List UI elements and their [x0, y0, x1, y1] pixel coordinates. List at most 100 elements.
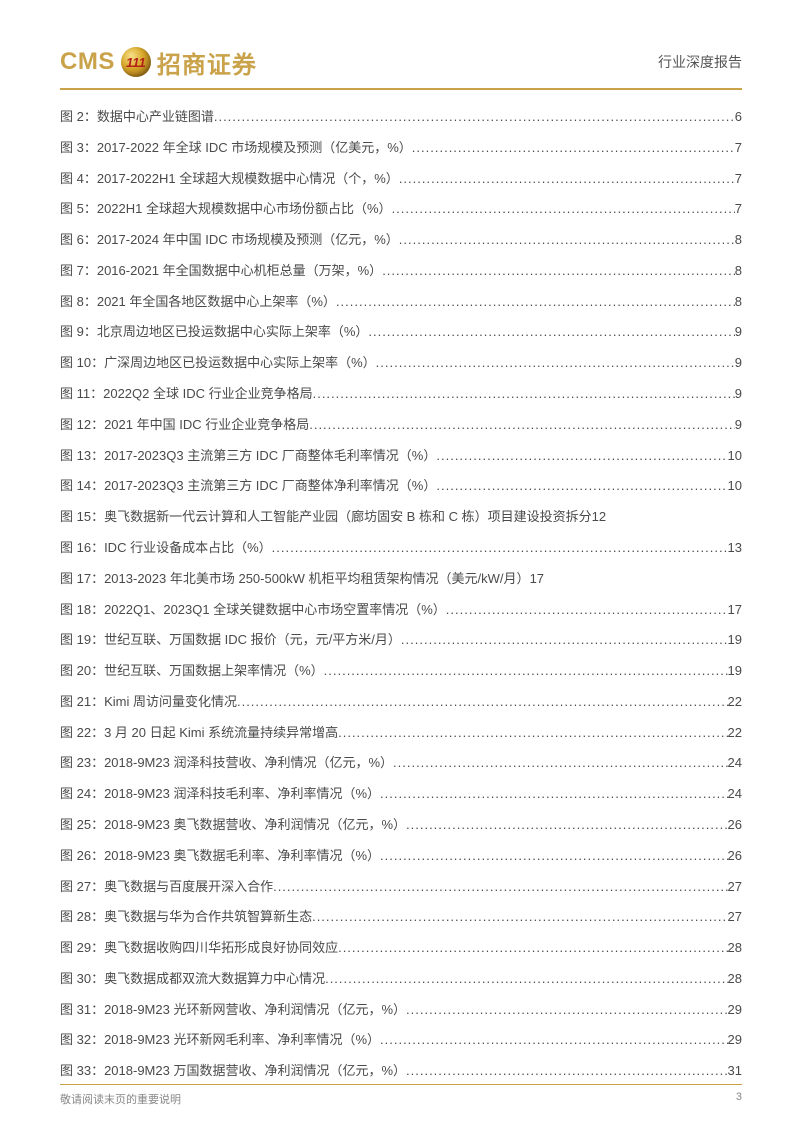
toc-page-number: 29: [728, 1001, 742, 1019]
toc-page-number: 7: [735, 139, 742, 157]
toc-label: 图 32：2018-9M23 光环新网毛利率、净利率情况（%）: [60, 1031, 380, 1049]
toc-row[interactable]: 图 2：数据中心产业链图谱6: [60, 108, 742, 126]
toc-leader-dots: [399, 231, 735, 249]
toc-row[interactable]: 图 4：2017-2022H1 全球超大规模数据中心情况（个，%）7: [60, 170, 742, 188]
toc-row[interactable]: 图 9：北京周边地区已投运数据中心实际上架率（%）9: [60, 323, 742, 341]
toc-label: 图 22：3 月 20 日起 Kimi 系统流量持续异常增高: [60, 724, 338, 742]
toc-leader-dots: [368, 323, 734, 341]
toc-label: 图 16：IDC 行业设备成本占比（%）: [60, 539, 272, 557]
toc-page-number: 10: [728, 447, 742, 465]
toc-row[interactable]: 图 13：2017-2023Q3 主流第三方 IDC 厂商整体毛利率情况（%） 1…: [60, 447, 742, 465]
toc-page-number: 6: [735, 108, 742, 126]
toc-leader-dots: [436, 447, 727, 465]
toc-leader-dots: [273, 878, 727, 896]
toc-leader-dots: [309, 416, 735, 434]
toc-leader-dots: [436, 477, 727, 495]
toc-page-number: 8: [735, 231, 742, 249]
toc-row[interactable]: 图 8：2021 年全国各地区数据中心上架率（%） 8: [60, 293, 742, 311]
toc-label: 图 4：2017-2022H1 全球超大规模数据中心情况（个，%）: [60, 170, 399, 188]
toc-row[interactable]: 图 7：2016-2021 年全国数据中心机柜总量（万架，%）8: [60, 262, 742, 280]
toc-row[interactable]: 图 29：奥飞数据收购四川华拓形成良好协同效应 28: [60, 939, 742, 957]
toc-row[interactable]: 图 20：世纪互联、万国数据上架率情况（%）19: [60, 662, 742, 680]
toc-label: 图 5：2022H1 全球超大规模数据中心市场份额占比（%）: [60, 200, 392, 218]
toc-page-number: 9: [735, 354, 742, 372]
toc-label: 图 7：2016-2021 年全国数据中心机柜总量（万架，%）: [60, 262, 382, 280]
toc-row[interactable]: 图 17：2013-2023 年北美市场 250-500kW 机柜平均租赁架构情…: [60, 570, 742, 588]
toc-page-number: 8: [735, 293, 742, 311]
toc-row[interactable]: 图 12：2021 年中国 IDC 行业企业竞争格局9: [60, 416, 742, 434]
toc-label: 图 9：北京周边地区已投运数据中心实际上架率（%）: [60, 323, 368, 341]
toc-page-number: 13: [728, 539, 742, 557]
toc-row[interactable]: 图 27：奥飞数据与百度展开深入合作 27: [60, 878, 742, 896]
toc-leader-dots: [380, 847, 728, 865]
toc-leader-dots: [336, 293, 735, 311]
toc-page-number: 9: [735, 385, 742, 403]
toc-leader-dots: [338, 939, 727, 957]
toc-leader-dots: [446, 601, 728, 619]
toc-row[interactable]: 图 16：IDC 行业设备成本占比（%） 13: [60, 539, 742, 557]
toc-page-number: 27: [728, 878, 742, 896]
toc-page-number: 26: [728, 816, 742, 834]
toc-label: 图 27：奥飞数据与百度展开深入合作: [60, 878, 273, 896]
toc-label: 图 14：2017-2023Q3 主流第三方 IDC 厂商整体净利率情况（%）: [60, 477, 436, 495]
toc-row[interactable]: 图 30：奥飞数据成都双流大数据算力中心情况28: [60, 970, 742, 988]
toc-leader-dots: [338, 724, 727, 742]
page-footer: 敬请阅读末页的重要说明 3: [60, 1084, 742, 1107]
toc-label: 图 11：2022Q2 全球 IDC 行业企业竞争格局: [60, 385, 313, 403]
toc-label: 图 19：世纪互联、万国数据 IDC 报价（元，元/平方米/月）: [60, 631, 401, 649]
toc-row[interactable]: 图 10：广深周边地区已投运数据中心实际上架率（%） 9: [60, 354, 742, 372]
toc-row[interactable]: 图 14：2017-2023Q3 主流第三方 IDC 厂商整体净利率情况（%） 1…: [60, 477, 742, 495]
toc-page-number: 12: [592, 508, 606, 526]
header-divider: [60, 88, 742, 90]
toc-row[interactable]: 图 19：世纪互联、万国数据 IDC 报价（元，元/平方米/月）19: [60, 631, 742, 649]
toc-page-number: 10: [728, 477, 742, 495]
toc-label: 图 26：2018-9M23 奥飞数据毛利率、净利率情况（%）: [60, 847, 380, 865]
toc-row[interactable]: 图 26：2018-9M23 奥飞数据毛利率、净利率情况（%）26: [60, 847, 742, 865]
toc-leader-dots: [399, 170, 735, 188]
toc-row[interactable]: 图 33：2018-9M23 万国数据营收、净利润情况（亿元，%）31: [60, 1062, 742, 1080]
toc-page-number: 28: [728, 970, 742, 988]
toc-label: 图 33：2018-9M23 万国数据营收、净利润情况（亿元，%）: [60, 1062, 406, 1080]
toc-row[interactable]: 图 25：2018-9M23 奥飞数据营收、净利润情况（亿元，%） 26: [60, 816, 742, 834]
toc-row[interactable]: 图 18：2022Q1、2023Q1 全球关键数据中心市场空置率情况（%） 17: [60, 601, 742, 619]
toc-row[interactable]: 图 3：2017-2022 年全球 IDC 市场规模及预测（亿美元，%） 7: [60, 139, 742, 157]
toc-label: 图 18：2022Q1、2023Q1 全球关键数据中心市场空置率情况（%）: [60, 601, 446, 619]
logo-block: CMS 111 招商证券: [60, 45, 257, 80]
toc-leader-dots: [237, 693, 728, 711]
toc-page-number: 29: [728, 1031, 742, 1049]
toc-row[interactable]: 图 28：奥飞数据与华为合作共筑智算新生态27: [60, 908, 742, 926]
table-of-contents: 图 2：数据中心产业链图谱6 图 3：2017-2022 年全球 IDC 市场规模…: [60, 108, 742, 1080]
toc-leader-dots: [325, 970, 727, 988]
toc-label: 图 25：2018-9M23 奥飞数据营收、净利润情况（亿元，%）: [60, 816, 406, 834]
footer-disclaimer: 敬请阅读末页的重要说明: [60, 1091, 181, 1107]
toc-label: 图 29：奥飞数据收购四川华拓形成良好协同效应: [60, 939, 338, 957]
toc-label: 图 3：2017-2022 年全球 IDC 市场规模及预测（亿美元，%）: [60, 139, 412, 157]
toc-label: 图 31：2018-9M23 光环新网营收、净利润情况（亿元，%）: [60, 1001, 406, 1019]
toc-row[interactable]: 图 5：2022H1 全球超大规模数据中心市场份额占比（%）7: [60, 200, 742, 218]
toc-row[interactable]: 图 21：Kimi 周访问量变化情况22: [60, 693, 742, 711]
toc-row[interactable]: 图 6：2017-2024 年中国 IDC 市场规模及预测（亿元，%）8: [60, 231, 742, 249]
toc-label: 图 13：2017-2023Q3 主流第三方 IDC 厂商整体毛利率情况（%）: [60, 447, 436, 465]
toc-row[interactable]: 图 32：2018-9M23 光环新网毛利率、净利率情况（%） 29: [60, 1031, 742, 1049]
toc-label: 图 15：奥飞数据新一代云计算和人工智能产业园（廊坊固安 B 栋和 C 栋）项目…: [60, 508, 592, 526]
toc-page-number: 17: [728, 601, 742, 619]
toc-leader-dots: [406, 1001, 728, 1019]
toc-page-number: 22: [728, 693, 742, 711]
toc-leader-dots: [412, 139, 735, 157]
toc-leader-dots: [406, 816, 728, 834]
toc-page-number: 9: [735, 416, 742, 434]
toc-row[interactable]: 图 23：2018-9M23 润泽科技营收、净利情况（亿元，%）24: [60, 754, 742, 772]
toc-row[interactable]: 图 11：2022Q2 全球 IDC 行业企业竞争格局 9: [60, 385, 742, 403]
toc-label: 图 8：2021 年全国各地区数据中心上架率（%）: [60, 293, 336, 311]
toc-leader-dots: [214, 108, 735, 126]
toc-label: 图 10：广深周边地区已投运数据中心实际上架率（%）: [60, 354, 376, 372]
toc-row[interactable]: 图 24：2018-9M23 润泽科技毛利率、净利率情况（%）24: [60, 785, 742, 803]
page-number: 3: [736, 1091, 742, 1107]
toc-page-number: 28: [728, 939, 742, 957]
toc-page-number: 24: [728, 785, 742, 803]
toc-row[interactable]: 图 22：3 月 20 日起 Kimi 系统流量持续异常增高22: [60, 724, 742, 742]
toc-row[interactable]: 图 31：2018-9M23 光环新网营收、净利润情况（亿元，%） 29: [60, 1001, 742, 1019]
toc-leader-dots: [406, 1062, 728, 1080]
toc-leader-dots: [324, 662, 728, 680]
toc-row[interactable]: 图 15：奥飞数据新一代云计算和人工智能产业园（廊坊固安 B 栋和 C 栋）项目…: [60, 508, 742, 526]
